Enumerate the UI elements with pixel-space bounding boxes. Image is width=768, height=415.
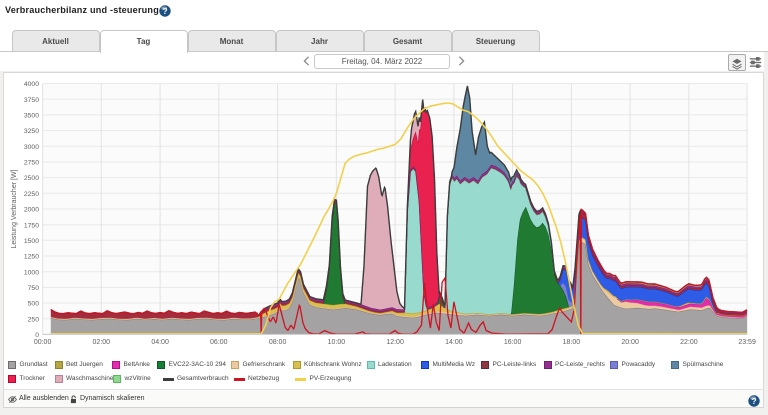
svg-text:18:00: 18:00 [563,339,581,346]
svg-text:3250: 3250 [24,128,39,135]
svg-text:14:00: 14:00 [445,339,463,346]
svg-text:1500: 1500 [24,238,39,245]
svg-text:750: 750 [28,285,40,292]
svg-text:20:00: 20:00 [621,339,639,346]
svg-text:3000: 3000 [24,144,39,151]
svg-text:Leistung Verbraucher [W]: Leistung Verbraucher [W] [11,169,18,248]
svg-text:23:59: 23:59 [738,339,756,346]
svg-text:2000: 2000 [24,207,39,214]
svg-text:08:00: 08:00 [269,339,287,346]
svg-text:06:00: 06:00 [210,339,228,346]
svg-text:1250: 1250 [24,254,39,261]
svg-text:?: ? [751,396,756,406]
svg-text:22:00: 22:00 [680,339,698,346]
svg-text:00:00: 00:00 [34,339,52,346]
svg-text:0: 0 [35,332,39,339]
svg-text:?: ? [162,6,167,16]
svg-text:3500: 3500 [24,113,39,120]
svg-text:1000: 1000 [24,269,39,276]
svg-text:3750: 3750 [24,97,39,104]
svg-text:4000: 4000 [24,81,39,88]
svg-text:12:00: 12:00 [386,339,404,346]
svg-text:250: 250 [28,316,40,323]
svg-text:1750: 1750 [24,222,39,229]
svg-text:2500: 2500 [24,175,39,182]
svg-text:500: 500 [28,301,40,308]
svg-text:04:00: 04:00 [151,339,169,346]
svg-text:2250: 2250 [24,191,39,198]
svg-text:16:00: 16:00 [504,339,522,346]
svg-text:2750: 2750 [24,160,39,167]
svg-text:02:00: 02:00 [93,339,111,346]
svg-text:10:00: 10:00 [328,339,346,346]
